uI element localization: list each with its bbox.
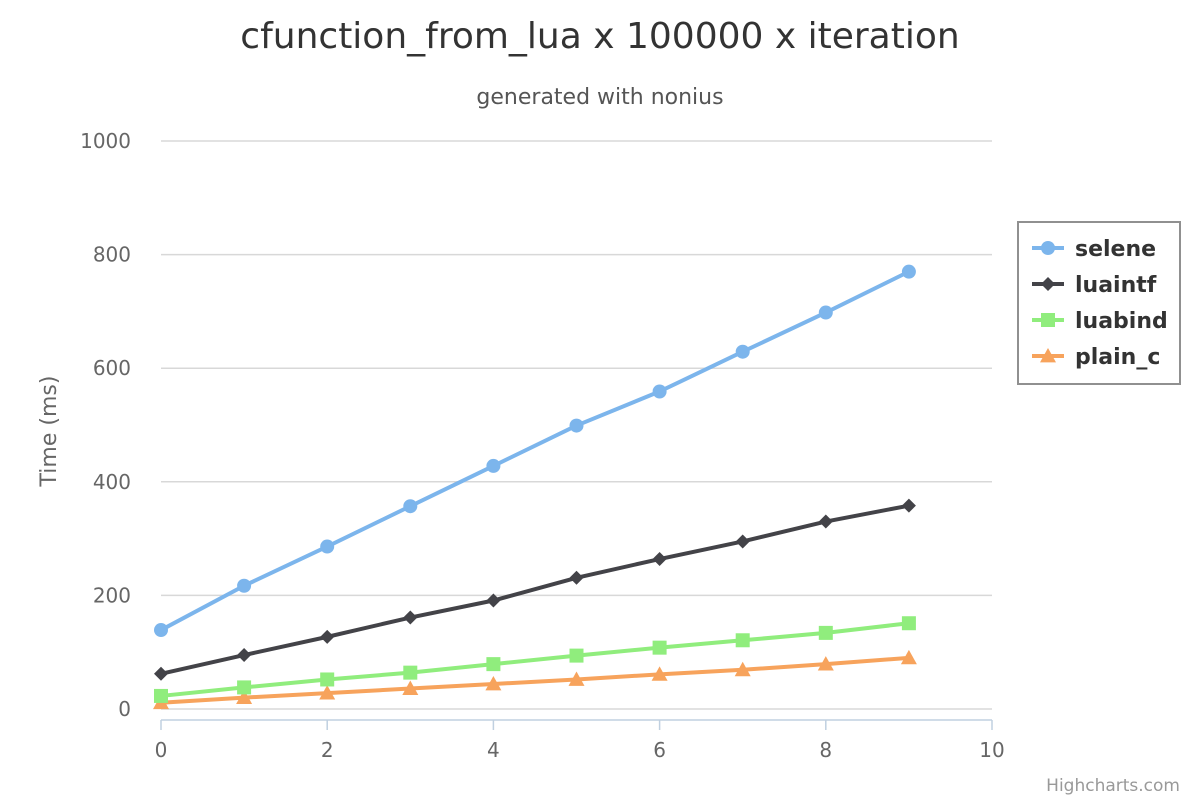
data-point-luaintf: [154, 666, 168, 681]
legend-marker-plain_c: [1040, 348, 1056, 363]
data-point-luaintf: [901, 498, 916, 513]
series-plain_c: [153, 649, 917, 710]
data-point-plain_c: [236, 689, 253, 705]
data-point-luabind: [901, 616, 916, 631]
data-point-selene: [569, 418, 584, 433]
data-point-plain_c: [319, 685, 336, 700]
data-point-plain_c: [651, 666, 668, 681]
x-tick-label: 2: [321, 738, 334, 762]
y-tick-label: 200: [93, 583, 131, 607]
data-point-plain_c: [485, 676, 502, 691]
legend-label: plain_c: [1075, 345, 1160, 370]
y-tick-label: 0: [118, 697, 131, 721]
series-selene: [154, 264, 916, 638]
x-tick-label: 6: [653, 738, 666, 762]
data-point-luabind: [237, 680, 252, 695]
data-point-plain_c: [734, 661, 751, 677]
series-line-luaintf: [159, 503, 911, 676]
legend-marker-luabind: [1041, 313, 1055, 327]
data-point-luaintf: [320, 629, 335, 644]
data-point-selene: [735, 344, 750, 359]
legend-item-luabind[interactable]: luabind: [1032, 309, 1168, 334]
legend-label: selene: [1075, 237, 1156, 262]
data-point-selene: [486, 458, 501, 473]
series-line-plain_c: [159, 655, 911, 705]
data-point-luabind: [320, 672, 335, 687]
data-point-plain_c: [402, 680, 419, 695]
series-luaintf: [154, 498, 916, 681]
data-point-selene: [403, 499, 418, 514]
data-point-luaintf: [403, 610, 418, 625]
series-line-selene: [159, 269, 911, 633]
legend-label: luaintf: [1075, 273, 1157, 298]
legend-item-luaintf[interactable]: luaintf: [1032, 273, 1157, 298]
chart-subtitle: generated with nonius: [476, 85, 723, 110]
legend-marker-luaintf: [1041, 277, 1055, 291]
data-point-luabind: [403, 665, 418, 680]
legend-marker-selene: [1041, 241, 1055, 255]
data-point-selene: [652, 384, 667, 399]
x-axis: 0 2 4 6 8 10: [155, 719, 1005, 762]
data-point-plain_c: [900, 649, 917, 665]
data-point-luaintf: [486, 593, 501, 608]
series-line-luabind: [159, 621, 911, 698]
data-point-luabind: [735, 633, 750, 648]
y-tick-label: 1000: [80, 129, 131, 153]
data-point-luaintf: [237, 648, 252, 663]
y-tick-label: 400: [93, 470, 131, 494]
data-point-luabind: [154, 688, 168, 703]
data-point-selene: [320, 539, 335, 554]
data-point-luaintf: [735, 534, 750, 549]
data-point-plain_c: [817, 656, 834, 671]
data-point-plain_c: [568, 671, 585, 686]
data-point-luabind: [652, 640, 667, 655]
y-axis: 0 200 400 600 800 1000: [80, 129, 131, 721]
legend-item-plain_c[interactable]: plain_c: [1032, 345, 1160, 370]
data-point-luabind: [569, 648, 584, 663]
x-tick-label: 4: [487, 738, 500, 762]
x-tick-label: 0: [155, 738, 168, 762]
legend-item-selene[interactable]: selene: [1032, 237, 1156, 262]
y-tick-label: 600: [93, 356, 131, 380]
data-point-luabind: [486, 657, 501, 672]
y-tick-label: 800: [93, 243, 131, 267]
legend-label: luabind: [1075, 309, 1168, 334]
data-point-luaintf: [569, 570, 584, 585]
data-point-luaintf: [652, 552, 667, 567]
x-tick-label: 8: [819, 738, 832, 762]
y-axis-title: Time (ms): [37, 376, 62, 488]
data-point-luabind: [818, 625, 833, 640]
series-luabind: [154, 616, 916, 703]
x-tick-label: 10: [979, 738, 1004, 762]
series-group: [153, 264, 917, 710]
data-point-luaintf: [818, 514, 833, 529]
credits-link[interactable]: Highcharts.com: [1046, 776, 1180, 796]
legend: selene luaintf luabind plain_c: [1017, 221, 1181, 385]
data-point-selene: [818, 305, 833, 320]
data-point-selene: [154, 623, 168, 638]
data-point-selene: [901, 264, 916, 279]
data-point-selene: [237, 578, 252, 593]
grid-lines: [161, 140, 992, 710]
chart-title: cfunction_from_lua x 100000 x iteration: [240, 16, 959, 57]
